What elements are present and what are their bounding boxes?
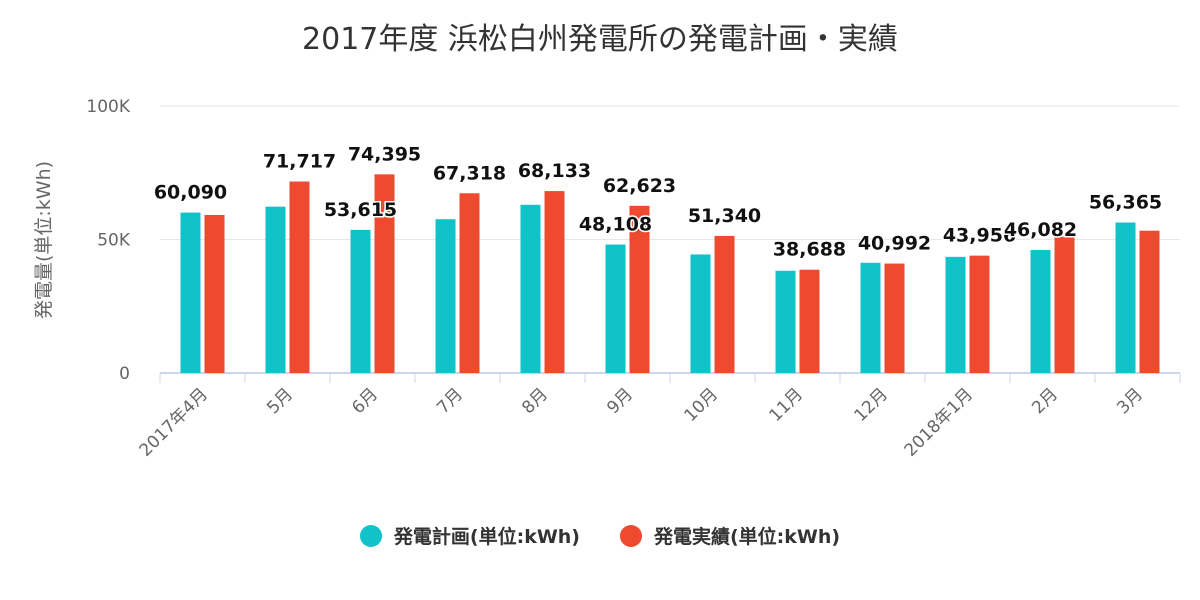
legend: 発電計画(単位:kWh) 発電実績(単位:kWh) (0, 522, 1200, 549)
data-label: 48,108 (579, 214, 652, 236)
bar-plan (945, 256, 966, 373)
y-axis-title: 発電量(単位:kWh) (33, 161, 55, 319)
bar-actual (544, 191, 565, 373)
x-tick-label: 2月 (1028, 384, 1062, 418)
bar-plan (520, 204, 541, 373)
chart-title: 2017年度 浜松白州発電所の発電計画・実績 (302, 22, 898, 57)
x-tick-label: 2017年4月 (136, 384, 212, 460)
data-label: 40,992 (858, 233, 931, 255)
data-label: 60,090 (154, 182, 227, 204)
bar-plan (690, 254, 711, 373)
y-tick-label: 100K (86, 97, 130, 117)
bar-plan (435, 219, 456, 373)
data-label: 46,082 (1004, 219, 1077, 241)
data-label: 62,623 (603, 175, 676, 197)
x-tick-label: 9月 (603, 384, 637, 418)
data-label: 43,956 (943, 225, 1016, 247)
x-tick-label: 7月 (433, 384, 467, 418)
legend-item-actual[interactable]: 発電実績(単位:kWh) (620, 522, 840, 549)
data-label: 74,395 (348, 143, 421, 165)
bar-plan (1030, 249, 1051, 373)
bar-plan (1115, 222, 1136, 373)
legend-item-plan[interactable]: 発電計画(単位:kWh) (359, 522, 580, 549)
y-tick-label: 0 (119, 364, 130, 384)
y-tick-label: 50K (97, 231, 131, 251)
data-label: 67,318 (433, 162, 506, 184)
bar-actual (629, 205, 650, 373)
legend-label-plan: 発電計画(単位:kWh) (393, 526, 580, 548)
bar-actual (714, 235, 735, 373)
bar-actual (969, 255, 990, 373)
data-label: 53,615 (324, 199, 397, 221)
bar-plan (180, 212, 201, 373)
data-label: 56,365 (1089, 192, 1162, 214)
bar-actual (289, 181, 310, 373)
x-tick-label: 2018年1月 (901, 384, 977, 460)
bar-plan (775, 270, 796, 373)
bar-plan (350, 229, 371, 373)
bar-actual (1139, 230, 1160, 373)
x-tick-label: 5月 (263, 384, 297, 418)
bar-plan (605, 244, 626, 373)
bar-plan (860, 262, 881, 373)
data-label: 51,340 (688, 205, 761, 227)
bar-actual (459, 193, 480, 373)
x-tick-label: 3月 (1113, 384, 1147, 418)
legend-swatch-plan (359, 524, 382, 547)
bar-actual (884, 263, 905, 373)
x-tick-label: 6月 (348, 384, 382, 418)
x-tick-label: 10月 (681, 384, 722, 425)
legend-swatch-actual (620, 524, 642, 547)
data-label: 38,688 (773, 239, 846, 261)
data-label: 71,717 (263, 151, 336, 173)
bar-actual (1054, 236, 1075, 373)
x-tick-label: 8月 (518, 384, 552, 418)
x-tick-label: 12月 (851, 384, 892, 425)
legend-label-actual: 発電実績(単位:kWh) (654, 526, 841, 548)
x-tick-label: 11月 (766, 384, 807, 425)
bar-actual (204, 214, 225, 373)
bar-plan (265, 206, 286, 373)
data-label: 68,133 (518, 160, 591, 182)
bar-actual (374, 174, 395, 373)
bar-actual (799, 269, 820, 373)
